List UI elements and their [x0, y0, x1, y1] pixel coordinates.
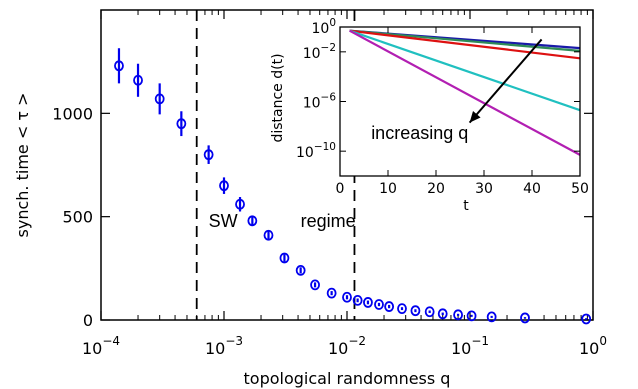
inset-x-tick-label: 50	[571, 181, 589, 197]
inset-x-tick-label: 10	[379, 181, 397, 197]
inset-arrow-shaft	[468, 38, 543, 124]
inset-annotation: increasing q	[371, 123, 468, 143]
inset-x-tick-label: 40	[523, 181, 541, 197]
main-x-axis-label: topological randomness q	[244, 369, 451, 388]
data-point	[410, 305, 421, 317]
data-point	[219, 180, 229, 192]
y-tick-label: 500	[62, 208, 93, 227]
data-point	[397, 303, 407, 315]
inset-plot-frame	[339, 26, 581, 177]
y-tick-label: 0	[83, 311, 93, 330]
data-point	[384, 301, 395, 312]
inset-y-tick-label: 100	[311, 17, 336, 37]
inset-plot-layer: 0 10 20 30 40 50 100 10−2 10−6 10−10 increasing q	[296, 17, 589, 197]
data-point	[295, 264, 306, 276]
x-tick-label: 10−3	[205, 334, 243, 358]
inset-x-tick-label: 30	[475, 181, 493, 197]
data-point	[247, 215, 258, 227]
data-point	[374, 299, 384, 310]
x-tick-label: 10−4	[82, 334, 120, 358]
inset-x-tick-label: 20	[427, 181, 445, 197]
inset-y-tick-label: 10−2	[303, 42, 336, 62]
regime-annotation: SW	[209, 211, 238, 231]
x-tick-label: 10−1	[451, 334, 489, 358]
main-y-axis-label: synch. time < τ >	[13, 93, 32, 238]
inset-x-tick-label: 0	[336, 181, 345, 197]
data-point	[310, 279, 320, 291]
inset-background	[340, 27, 580, 176]
data-point	[326, 287, 337, 299]
data-point	[154, 93, 165, 105]
data-point	[437, 308, 448, 320]
y-tick-label: 1000	[52, 104, 93, 123]
data-point	[133, 74, 143, 86]
data-point	[352, 294, 363, 306]
data-point	[114, 60, 124, 72]
data-point	[466, 310, 477, 322]
data-point	[235, 198, 245, 210]
inset-series-line	[349, 29, 581, 52]
data-point	[486, 311, 497, 323]
data-point	[279, 252, 290, 264]
inset-y-tick-label: 10−10	[296, 141, 336, 161]
inset-series-line	[349, 29, 581, 156]
data-point	[520, 312, 530, 324]
data-point	[581, 313, 592, 325]
data-point	[424, 306, 435, 318]
data-point	[342, 291, 352, 303]
inset-series-line	[349, 29, 581, 112]
data-point	[263, 229, 274, 241]
inset-arrow-head	[469, 111, 481, 123]
data-point	[176, 118, 187, 130]
data-point	[453, 309, 463, 321]
data-point	[363, 297, 373, 308]
x-tick-label: 100	[579, 334, 607, 358]
inset-y-tick-label: 10−6	[303, 92, 337, 112]
inset-series-line	[349, 29, 581, 60]
x-tick-label: 10−2	[328, 334, 366, 358]
inset-y-axis-label: distance d(t)	[270, 53, 286, 142]
regime-annotation: regime	[301, 211, 356, 231]
inset-x-axis-label: t	[463, 198, 469, 214]
data-point	[203, 149, 214, 161]
